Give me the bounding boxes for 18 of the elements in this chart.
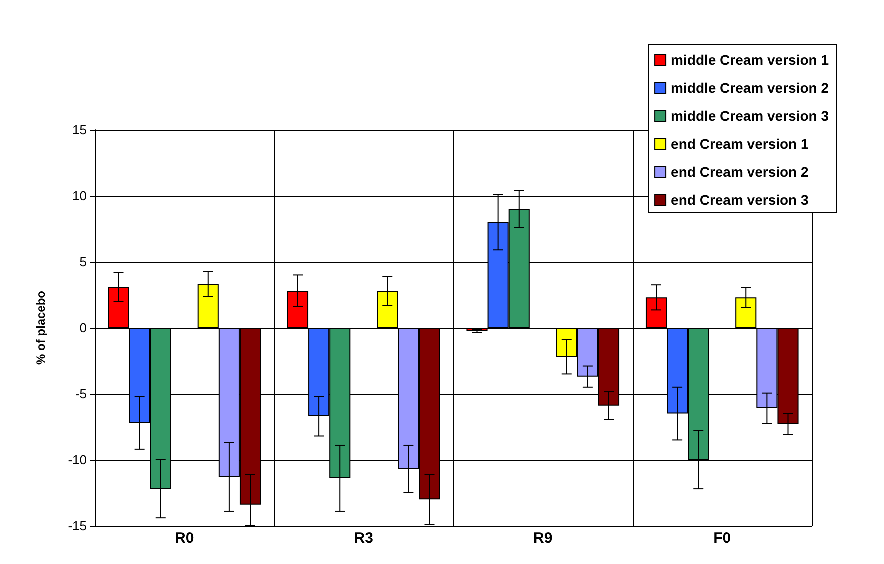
x-tick-label: R3 bbox=[354, 530, 374, 547]
x-tick-label: F0 bbox=[714, 530, 732, 547]
legend-label: end Cream version 1 bbox=[671, 136, 809, 152]
y-tick-label: 10 bbox=[72, 188, 87, 204]
x-tick-label: R0 bbox=[175, 530, 194, 547]
legend-label: middle Cream version 3 bbox=[671, 108, 830, 124]
legend-label: end Cream version 2 bbox=[671, 164, 809, 180]
legend-label: end Cream version 3 bbox=[671, 192, 809, 208]
y-tick-label: 0 bbox=[80, 320, 87, 336]
y-tick-label: 5 bbox=[80, 254, 87, 270]
legend-label: middle Cream version 2 bbox=[671, 80, 830, 96]
y-tick-label: -15 bbox=[68, 518, 87, 534]
y-tick-label: -5 bbox=[75, 386, 87, 402]
y-tick-label: 15 bbox=[72, 122, 87, 138]
y-axis-title: % of placebo bbox=[34, 290, 48, 366]
legend-label: middle Cream version 1 bbox=[671, 52, 830, 68]
y-tick-label: -10 bbox=[68, 452, 87, 468]
x-tick-label: R9 bbox=[534, 530, 553, 547]
